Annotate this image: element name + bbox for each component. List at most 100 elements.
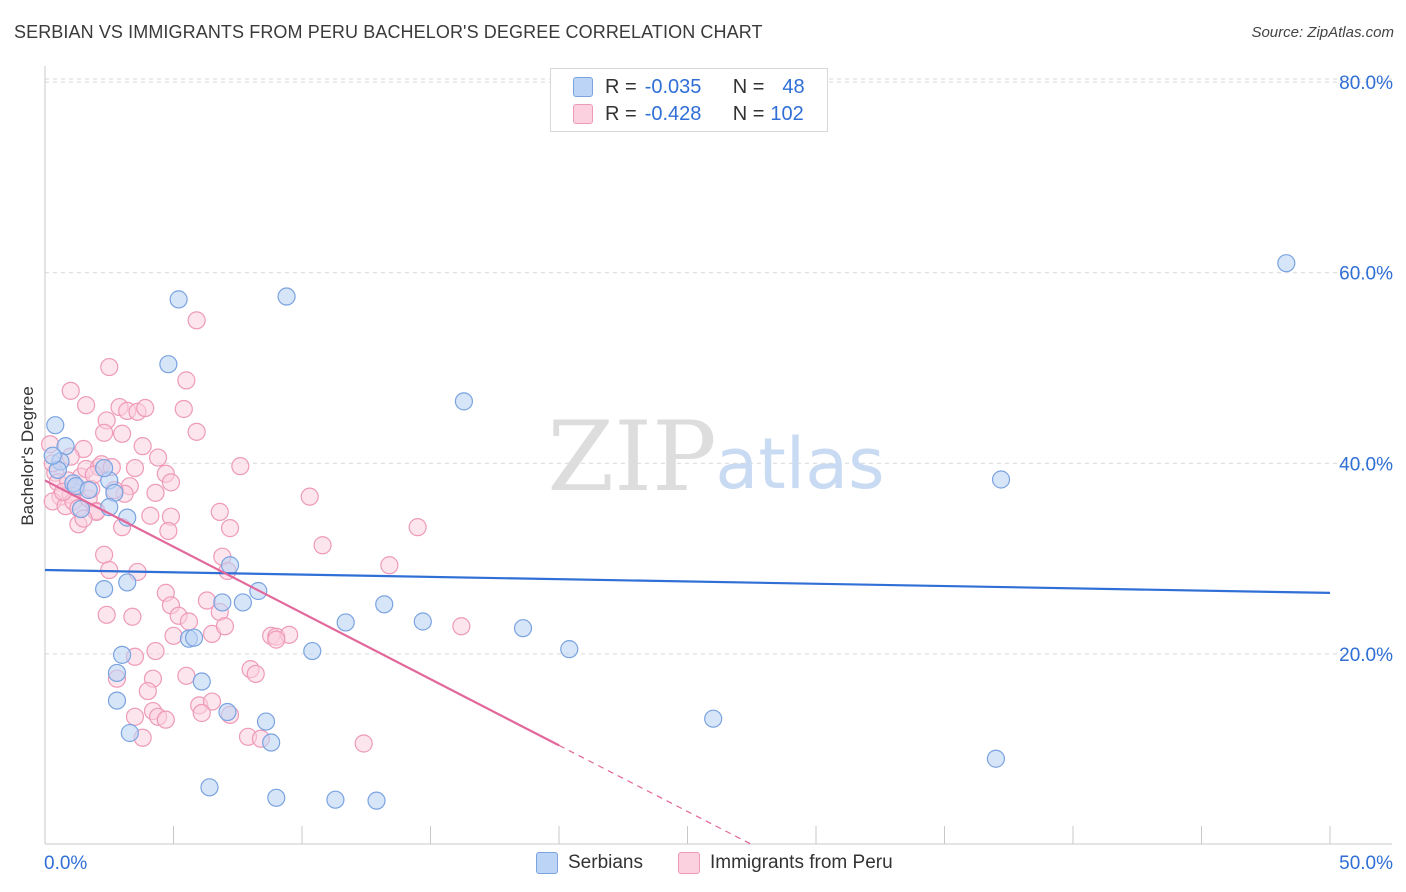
data-point-peru [146, 641, 165, 661]
watermark-atlas: atlas [715, 423, 884, 505]
data-point-peru [148, 448, 168, 467]
correlation-legend: R = -0.035 N = 48 R = -0.428 N = 102 [550, 68, 828, 132]
data-point-serbians [107, 663, 127, 683]
gridlines [45, 78, 1392, 655]
legend-r-label: R = [605, 75, 637, 98]
data-point-peru [177, 666, 196, 685]
data-point-peru [141, 506, 160, 525]
data-point-peru [452, 617, 471, 636]
data-point-peru [267, 630, 286, 649]
data-point-serbians [454, 392, 474, 411]
data-point-serbians [95, 458, 114, 478]
data-point-serbians [375, 595, 394, 614]
legend-swatch-peru [573, 104, 593, 124]
data-point-peru [125, 458, 145, 478]
data-point-serbians [46, 416, 65, 435]
data-point-serbians [303, 641, 322, 661]
watermark-zip: ZIP [547, 401, 716, 513]
y-tick-label: 80.0% [1339, 73, 1393, 94]
data-point-peru [95, 423, 114, 442]
data-point-serbians [413, 612, 432, 631]
data-point-peru [177, 371, 196, 390]
data-point-serbians [262, 733, 281, 752]
data-point-serbians [159, 355, 178, 374]
trend-line-peru-extrapolated [558, 744, 753, 846]
source-credit: Source: ZipAtlas.com [1251, 24, 1394, 41]
data-point-peru [133, 437, 152, 456]
data-point-serbians [277, 287, 296, 306]
legend-swatch-serbians [536, 852, 558, 874]
legend-r-label: R = [605, 102, 637, 125]
data-point-peru [174, 399, 193, 419]
tick-labels: 20.0% 40.0% 60.0% 80.0% 0.0% 50.0% [44, 73, 1393, 874]
data-point-peru [159, 521, 178, 541]
watermark: ZIP atlas [547, 401, 884, 513]
data-point-peru [164, 626, 183, 645]
data-point-serbians [991, 470, 1011, 489]
data-point-serbians [218, 702, 237, 722]
legend-item-peru: Immigrants from Peru [678, 852, 893, 874]
legend-n-value: 102 [770, 102, 804, 125]
y-tick-label: 60.0% [1339, 264, 1393, 285]
legend-r-value: -0.035 [644, 75, 702, 98]
data-point-peru [125, 707, 145, 726]
data-point-peru [156, 710, 175, 729]
data-point-serbians [43, 446, 62, 465]
data-point-serbians [184, 628, 204, 647]
series-peru-points [41, 311, 471, 753]
data-point-serbians [256, 712, 276, 731]
data-point-serbians [336, 613, 355, 632]
chart-title: SERBIAN VS IMMIGRANTS FROM PERU BACHELOR… [14, 22, 763, 42]
series-legend: Serbians Immigrants from Peru [0, 852, 1406, 878]
data-point-peru [313, 536, 332, 555]
data-point-peru [95, 545, 114, 564]
data-point-peru [220, 519, 240, 538]
data-point-serbians [367, 791, 386, 810]
data-point-serbians [513, 619, 533, 638]
data-point-serbians [79, 480, 98, 500]
x-tick-label: 0.0% [44, 853, 87, 874]
data-point-peru [146, 483, 165, 502]
legend-n-value: 48 [782, 75, 805, 98]
data-point-peru [187, 311, 206, 330]
data-point-peru [354, 734, 373, 753]
data-point-peru [187, 422, 206, 441]
data-point-peru [161, 473, 181, 492]
data-point-serbians [118, 573, 137, 592]
data-point-peru [136, 398, 155, 418]
data-point-peru [231, 457, 250, 476]
data-point-peru [123, 607, 142, 626]
legend-n-label: N = [732, 102, 765, 125]
data-point-peru [408, 518, 427, 537]
legend-row-serbians: R = -0.035 N = 48 [573, 75, 805, 99]
data-point-serbians [95, 579, 114, 599]
data-point-serbians [213, 593, 232, 612]
legend-row-peru: R = -0.428 N = 102 [573, 102, 804, 126]
data-point-serbians [1277, 254, 1296, 273]
data-point-serbians [267, 788, 286, 807]
data-point-peru [300, 487, 319, 506]
data-point-serbians [220, 556, 240, 575]
legend-r-value: -0.428 [644, 102, 702, 125]
data-point-peru [179, 612, 199, 631]
data-point-serbians [560, 640, 579, 659]
data-point-peru [380, 556, 399, 575]
trend-line-peru [44, 479, 560, 747]
data-point-serbians [986, 749, 1006, 768]
data-point-peru [192, 703, 211, 723]
data-point-peru [246, 664, 265, 684]
legend-item-serbians: Serbians [536, 852, 643, 874]
trend-lines [44, 479, 1331, 846]
data-point-serbians [71, 499, 91, 519]
data-point-serbians [704, 709, 723, 728]
data-point-serbians [112, 645, 132, 664]
data-point-peru [138, 681, 157, 701]
data-point-serbians [233, 593, 252, 612]
legend-label-serbians: Serbians [568, 852, 643, 873]
legend-n-label: N = [732, 75, 765, 98]
x-tick-label: 50.0% [1339, 853, 1393, 874]
data-point-peru [210, 502, 229, 522]
data-point-serbians [120, 723, 139, 743]
data-point-peru [215, 617, 234, 636]
